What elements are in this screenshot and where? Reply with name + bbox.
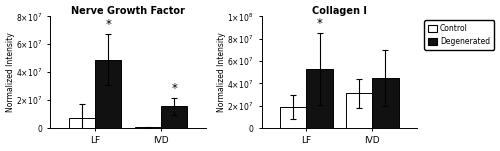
Bar <box>69 118 95 128</box>
Bar <box>134 127 161 128</box>
Text: *: * <box>171 82 177 95</box>
Bar <box>161 106 188 128</box>
Bar <box>372 78 398 128</box>
Bar <box>95 60 122 128</box>
Title: Nerve Growth Factor: Nerve Growth Factor <box>71 6 185 16</box>
Bar <box>280 107 306 128</box>
Text: *: * <box>106 18 111 31</box>
Title: Collagen I: Collagen I <box>312 6 367 16</box>
Y-axis label: Normalized Intensity: Normalized Intensity <box>6 32 15 112</box>
Bar <box>306 69 333 128</box>
Legend: Control, Degenerated: Control, Degenerated <box>424 20 494 50</box>
Bar <box>346 93 372 128</box>
Text: *: * <box>316 17 322 30</box>
Y-axis label: Normalized Intensity: Normalized Intensity <box>217 32 226 112</box>
